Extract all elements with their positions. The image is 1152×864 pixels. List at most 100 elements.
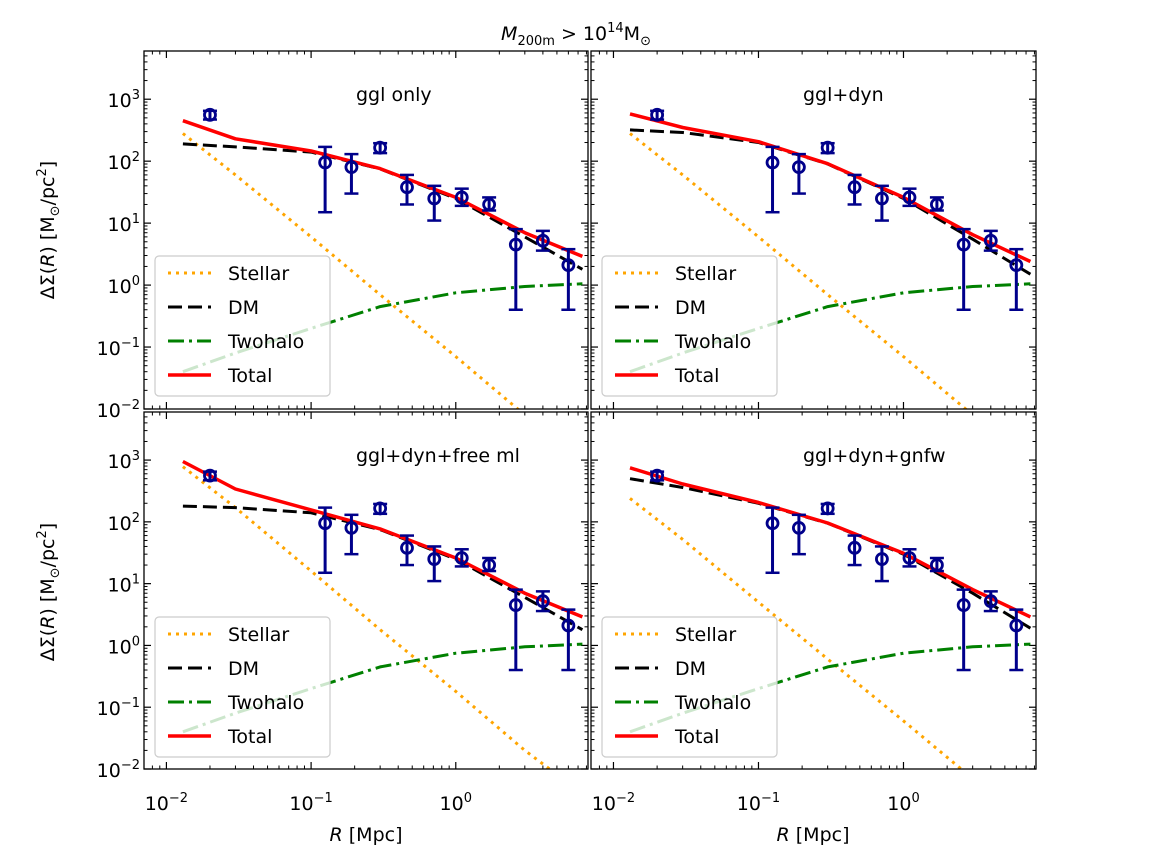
legend-label: Twohalo [227, 692, 304, 714]
y-tick-label: 102 [108, 511, 140, 535]
series-line-twohalo [629, 282, 1031, 374]
series-line-stellar [181, 132, 521, 409]
data-point [791, 160, 806, 175]
legend-label: Total [674, 365, 719, 387]
legend-label: DM [228, 297, 259, 319]
data-point [427, 552, 442, 566]
panel-4: 10−2 10−1 100 ggl+dyn+gnfw Stellar DM Twohalo T… [590, 411, 1037, 815]
data-point [956, 237, 971, 252]
panel-frame [143, 411, 589, 770]
data-point [875, 552, 889, 566]
data-point [373, 140, 388, 155]
x-tick-label: 10−1 [737, 791, 780, 815]
y-tick-label: 103 [108, 449, 140, 473]
panel-title: ggl+dyn [803, 84, 884, 106]
data-point [535, 594, 550, 609]
legend-box [601, 616, 778, 758]
y-axis-label: ΔΣ(R) [M⊙/pc2] [35, 523, 63, 661]
data-point [561, 618, 576, 633]
legend-label: Stellar [228, 263, 289, 285]
legend-label: Total [227, 726, 272, 748]
data-point [765, 516, 780, 531]
series-line-total [629, 112, 1032, 264]
data-point [373, 501, 388, 516]
x-tick-label: 100 [440, 791, 472, 815]
data-point [791, 520, 806, 535]
data-point [650, 468, 665, 483]
data-point [508, 237, 523, 252]
series-line-twohalo [182, 282, 583, 374]
data-point [930, 197, 944, 212]
x-tick-label: 10−2 [592, 791, 635, 815]
legend-label: DM [675, 658, 706, 680]
y-tick-label: 102 [108, 150, 140, 174]
panel-title: ggl only [356, 84, 432, 106]
series-line-twohalo [182, 642, 583, 734]
x-tick-label: 100 [887, 791, 919, 815]
data-point [983, 594, 998, 609]
series-line-total [629, 466, 1032, 619]
data-point [820, 140, 835, 155]
data-point [344, 160, 359, 175]
data-point [820, 501, 835, 516]
data-point [508, 598, 523, 612]
data-point [902, 190, 917, 205]
x-tick-label: 10−2 [145, 791, 188, 815]
panel-1: 10−2 10−1 100 101 102 103 ggl only Stellar DM Two… [97, 50, 589, 422]
data-point [847, 540, 862, 555]
x-axis-label: R [Mpc] [330, 824, 403, 846]
y-tick-label: 10−2 [97, 758, 140, 782]
legend-box [601, 255, 778, 397]
data-point [454, 190, 469, 205]
y-tick-label: 10−1 [97, 336, 140, 360]
data-point [765, 155, 780, 170]
legend-label: Stellar [675, 624, 736, 646]
legend-label: Total [674, 726, 719, 748]
panel-2: ggl+dyn Stellar DM Twohalo Total [590, 50, 1037, 410]
series-line-total [182, 459, 584, 619]
y-axis-label: ΔΣ(R) [M⊙/pc2] [35, 161, 63, 299]
y-tick-label: 10−2 [97, 398, 140, 422]
series-line-stellar [629, 497, 964, 769]
legend-box [154, 255, 331, 397]
y-tick-label: 103 [108, 88, 140, 112]
legend-label: Twohalo [674, 331, 751, 353]
data-point [482, 197, 497, 212]
figure-title: M200m > 1014M⊙ [501, 21, 651, 49]
panel-frame [590, 50, 1037, 410]
data-point [203, 107, 217, 122]
legend-box [154, 616, 331, 758]
data-point [847, 180, 862, 195]
series-line-twohalo [629, 642, 1031, 734]
data-point [1009, 258, 1024, 273]
data-point [454, 551, 469, 565]
series-line-total [182, 119, 584, 259]
data-point [318, 516, 333, 531]
data-point [561, 258, 576, 273]
x-axis-label: R [Mpc] [777, 824, 850, 846]
data-point [344, 520, 359, 535]
legend-label: DM [228, 658, 259, 680]
data-point [318, 155, 333, 170]
panel-title: ggl+dyn+gnfw [803, 445, 946, 467]
data-point [902, 551, 917, 565]
y-tick-label: 10−1 [97, 696, 140, 720]
panel-title: ggl+dyn+free ml [356, 445, 520, 467]
data-point [482, 558, 497, 572]
legend-label: Stellar [675, 263, 736, 285]
legend-label: Stellar [228, 624, 289, 646]
data-point [983, 233, 998, 248]
legend-label: Twohalo [674, 692, 751, 714]
series-line-dm [182, 142, 584, 271]
data-point [930, 558, 944, 572]
data-point [203, 468, 217, 483]
legend-label: DM [675, 297, 706, 319]
panels-group: 10−2 10−1 100 101 102 103 ggl only Stellar DM Two… [35, 50, 1037, 846]
series-line-dm [182, 504, 584, 632]
data-point [650, 107, 665, 122]
data-point [956, 598, 971, 612]
data-point [400, 540, 414, 555]
legend-label: Total [227, 365, 272, 387]
legend-label: Twohalo [227, 331, 304, 353]
